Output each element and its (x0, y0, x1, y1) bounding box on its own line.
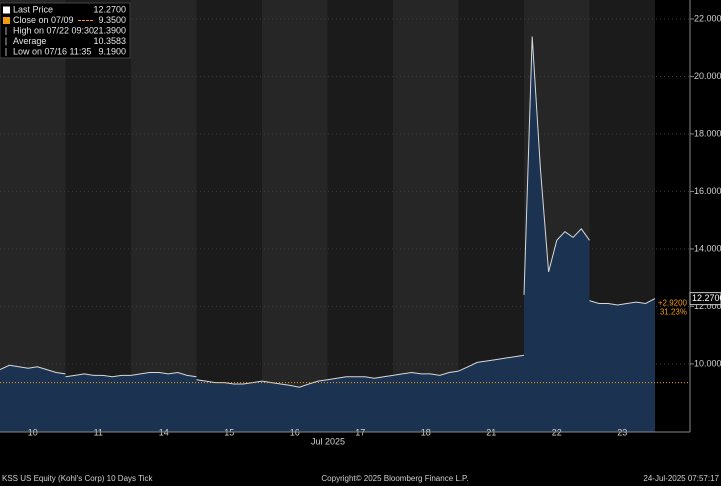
line (589, 298, 656, 306)
x-axis-label: Jul 2025 (311, 436, 345, 446)
line (261, 379, 328, 388)
axis-area (655, 0, 690, 432)
area (262, 379, 328, 432)
area (524, 36, 590, 432)
legend-box (0, 2, 131, 59)
area (393, 371, 459, 432)
line (65, 373, 131, 378)
legend-label: Close on 07/09 (13, 15, 74, 25)
area (65, 373, 131, 432)
line (458, 354, 525, 372)
legend-swatch (3, 6, 10, 14)
legend-label: High on 07/22 09:30 (13, 25, 94, 35)
area (0, 365, 66, 432)
y-tick-label: 12.0000 (694, 301, 721, 311)
footer-left: KSS US Equity (Kohl's Corp) 10 Days Tick (2, 474, 153, 483)
y-tick-label: 14.0000 (694, 243, 721, 253)
footer-center: Copyright© 2025 Bloomberg Finance L.P. (321, 474, 468, 483)
y-tick-label: 16.0000 (694, 186, 721, 196)
area (196, 379, 262, 432)
day-band (131, 0, 197, 432)
y-tick-label: 22.0000 (694, 13, 721, 23)
line (327, 374, 394, 381)
y-tick-label: 18.0000 (694, 128, 721, 138)
day-band (262, 0, 328, 432)
legend-swatch (3, 17, 10, 24)
area (458, 355, 524, 432)
legend-value: 9.3500 (98, 15, 126, 25)
last-price-label: 12.2700 (692, 293, 721, 303)
legend-label: Low on 07/16 11:35 (13, 46, 91, 56)
legend-value: 10.3583 (93, 36, 126, 46)
area (327, 375, 393, 432)
line (523, 36, 590, 295)
legend-label: Last Price (13, 4, 53, 14)
area (131, 372, 197, 432)
day-band (393, 0, 459, 432)
legend-value: 21.3900 (93, 25, 126, 35)
line (392, 370, 459, 376)
day-band (0, 0, 66, 432)
area (589, 298, 655, 432)
change-label: +2.9200 (658, 299, 688, 308)
line (0, 364, 66, 375)
line (130, 371, 197, 378)
footer-right: 24-Jul-2025 07:57:17 (643, 474, 719, 483)
day-band (196, 0, 262, 432)
line (196, 379, 263, 385)
y-tick-label: 10.0000 (694, 358, 721, 368)
last-price-tag (689, 292, 721, 306)
legend-value: 9.1900 (98, 46, 126, 56)
change-pct-label: 31.23% (660, 308, 687, 317)
legend-label: Average (13, 36, 46, 46)
day-band (327, 0, 393, 432)
y-tick-label: 20.0000 (694, 71, 721, 81)
day-band (65, 0, 131, 432)
legend-value: 12.2700 (93, 4, 126, 14)
